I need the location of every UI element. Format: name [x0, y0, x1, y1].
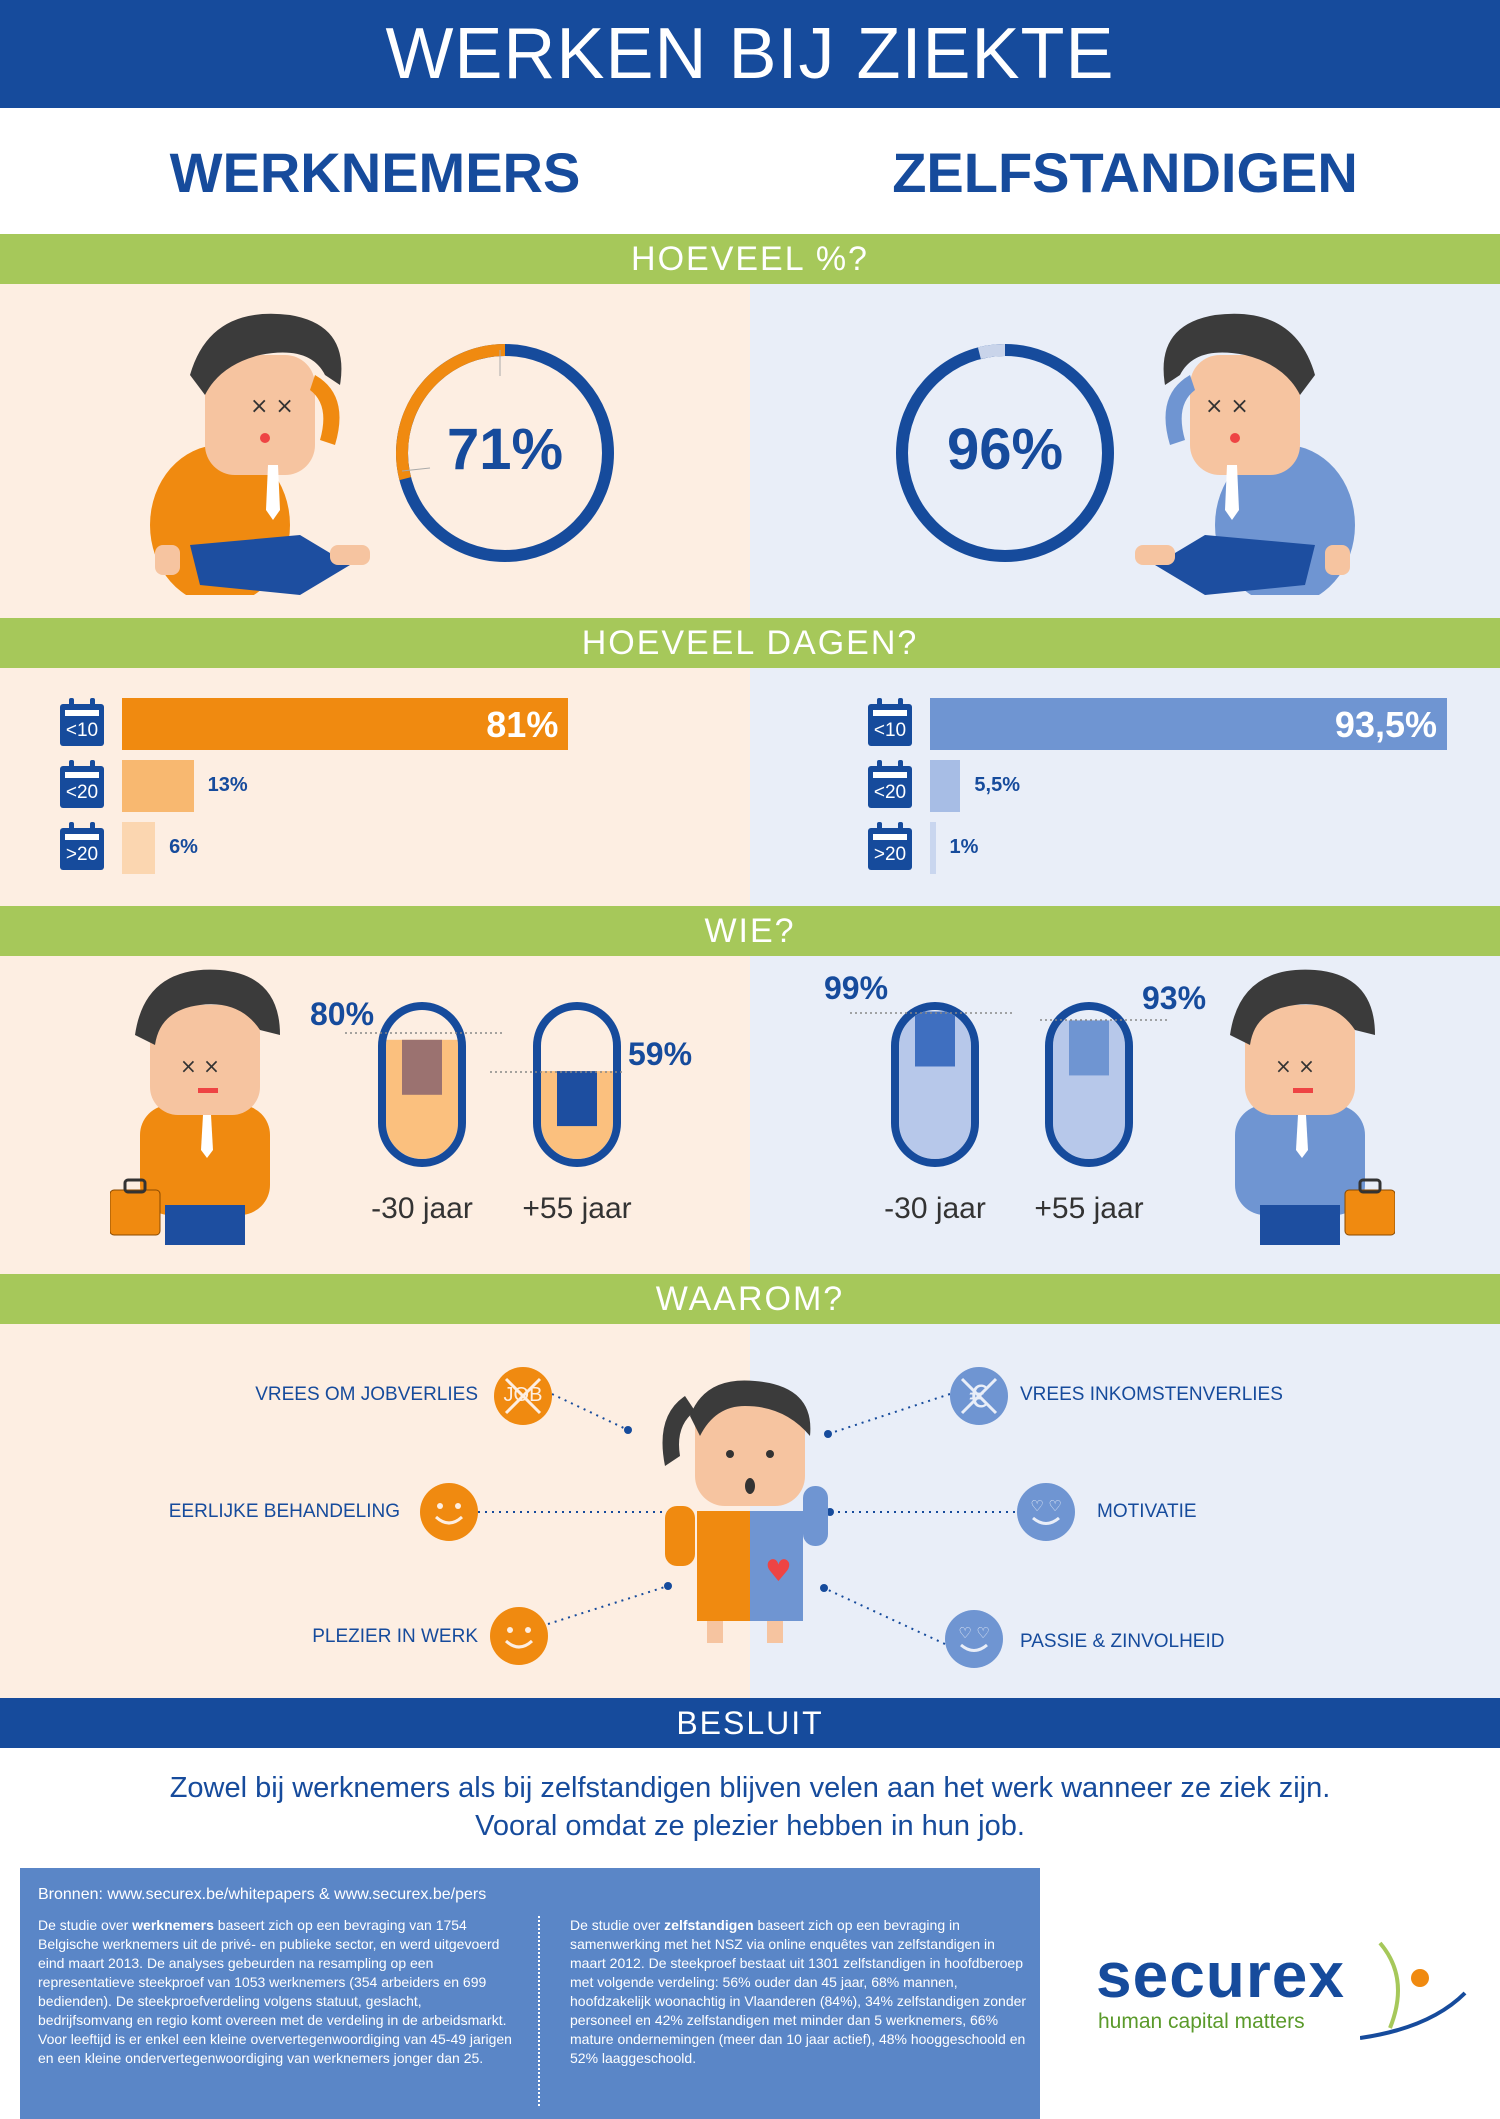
reason-label-job-loss: VREES OM JOBVERLIES [255, 1384, 478, 1405]
calendar-label: >20 [65, 844, 99, 865]
sources-divider [538, 1916, 540, 2106]
logo-tagline: human capital matters [1098, 2010, 1305, 2033]
who-pill-right-1 [1045, 1002, 1133, 1167]
section-title-why: WAAROM? [0, 1274, 1500, 1324]
days-bar-right-0 [930, 698, 1447, 750]
securex-logo: securex human capital matters [1090, 1938, 1470, 2048]
donut-werknemers [396, 344, 614, 562]
who-pill-left-1 [533, 1002, 621, 1167]
who-guide-lines [345, 1012, 1170, 1073]
svg-text:♡: ♡ [976, 1624, 989, 1642]
svg-text:× ×: × × [1205, 394, 1249, 419]
euro-crossed-icon: € [950, 1367, 1008, 1425]
svg-text:♡: ♡ [958, 1624, 971, 1642]
svg-text:× ×: × × [250, 394, 294, 419]
days-bar-left-0 [122, 698, 569, 750]
section-title-percent: HOEVEEL %? [0, 234, 1500, 284]
calendar-icon-right-0: <10 [866, 698, 914, 748]
who-percent-right-0: 99% [824, 970, 889, 1006]
reason-label-work-pleasure: PLEZIER IN WERK [312, 1626, 478, 1647]
days-bar-left-1 [122, 760, 194, 812]
days-value-right-0: 93,5% [1334, 704, 1437, 745]
percent-panel-werknemers [0, 284, 750, 618]
section-title-days: HOEVEEL DAGEN? [0, 618, 1500, 668]
days-bar-right-1 [930, 760, 961, 812]
days-value-left-1: 13% [207, 774, 248, 796]
percent-value-werknemers: 71% [446, 417, 564, 482]
calendar-label: <20 [873, 782, 907, 803]
who-percent-left-1: 59% [628, 1036, 693, 1072]
woman-illustration: ♥ [662, 1380, 828, 1643]
job-crossed-icon: JOB [494, 1367, 552, 1425]
smiley-icon [490, 1607, 548, 1665]
donut-zelfstandigen [896, 344, 1114, 562]
smiley-icon [420, 1483, 478, 1541]
who-percent-left-0: 80% [310, 996, 375, 1032]
selfemployed-illustration: × × [1230, 969, 1395, 1245]
svg-text:♡: ♡ [1030, 1497, 1043, 1515]
who-age-left-0: -30 jaar [371, 1192, 473, 1225]
calendar-icon-right-1: <20 [866, 760, 914, 810]
calendar-label: <20 [65, 782, 99, 803]
days-value-right-1: 5,5% [974, 774, 1020, 796]
svg-text:♡: ♡ [1048, 1497, 1061, 1515]
calendar-label: <10 [65, 720, 99, 741]
who-pill-right-0 [891, 1002, 979, 1167]
who-percent-right-1: 93% [1142, 980, 1207, 1016]
section-title-who: WIE? [0, 906, 1500, 956]
calendar-icon-left-0: <10 [58, 698, 106, 748]
logo-name: securex [1096, 1939, 1345, 2011]
days-bar-right-2 [930, 822, 936, 874]
who-age-left-1: +55 jaar [522, 1192, 632, 1225]
reason-label-motivation: MOTIVATIE [1097, 1501, 1197, 1522]
calendar-icon-right-2: >20 [866, 822, 914, 872]
reason-label-income-loss: VREES INKOMSTENVERLIES [1020, 1384, 1283, 1405]
heart-eyes-icon: ♡ ♡ [945, 1610, 1003, 1668]
calendar-icon-left-2: >20 [58, 822, 106, 872]
sick-selfemployed-illustration: × × [1135, 313, 1355, 595]
column-title-werknemers: WERKNEMERS [169, 141, 581, 204]
who-age-right-1: +55 jaar [1034, 1192, 1144, 1225]
who-pill-left-0 [378, 1002, 466, 1167]
conclusion-line-2: Vooral omdat ze plezier hebben in hun jo… [475, 1810, 1025, 1842]
days-value-left-2: 6% [169, 836, 198, 858]
calendar-label: <10 [873, 720, 907, 741]
sources-heading: Bronnen: www.securex.be/whitepapers & ww… [38, 1886, 487, 1903]
sources-box: Bronnen: www.securex.be/whitepapers & ww… [20, 1868, 1040, 2119]
percent-panel-zelfstandigen [750, 284, 1500, 618]
reason-label-passion: PASSIE & ZINVOLHEID [1020, 1631, 1225, 1652]
employee-illustration: × × [110, 969, 280, 1245]
days-value-left-0: 81% [486, 704, 559, 745]
svg-text:× ×: × × [180, 1054, 220, 1078]
reason-label-fair-treatment: EERLIJKE BEHANDELING [168, 1501, 400, 1522]
svg-text:× ×: × × [1275, 1054, 1315, 1078]
conclusion-line-1: Zowel bij werknemers als bij zelfstandig… [169, 1772, 1331, 1804]
sources-zelfstandigen-text: De studie over zelfstandigen baseert zic… [570, 1917, 1027, 2066]
section-title-conclusion: BESLUIT [0, 1698, 1500, 1748]
days-value-right-2: 1% [949, 836, 979, 858]
calendar-label: >20 [873, 844, 907, 865]
svg-text:♥: ♥ [765, 1554, 792, 1589]
percent-value-zelfstandigen: 96% [946, 417, 1064, 482]
days-bar-left-2 [122, 822, 156, 874]
column-title-zelfstandigen: ZELFSTANDIGEN [892, 141, 1358, 204]
calendar-icon-left-1: <20 [58, 760, 106, 810]
sources-werknemers-text: De studie over werknemers baseert zich o… [38, 1917, 512, 2066]
heart-eyes-icon: ♡ ♡ [1017, 1483, 1075, 1541]
page-title: WERKEN BIJ ZIEKTE [0, 0, 1500, 108]
who-age-right-0: -30 jaar [884, 1192, 986, 1225]
sick-employee-illustration: × × [150, 313, 370, 595]
